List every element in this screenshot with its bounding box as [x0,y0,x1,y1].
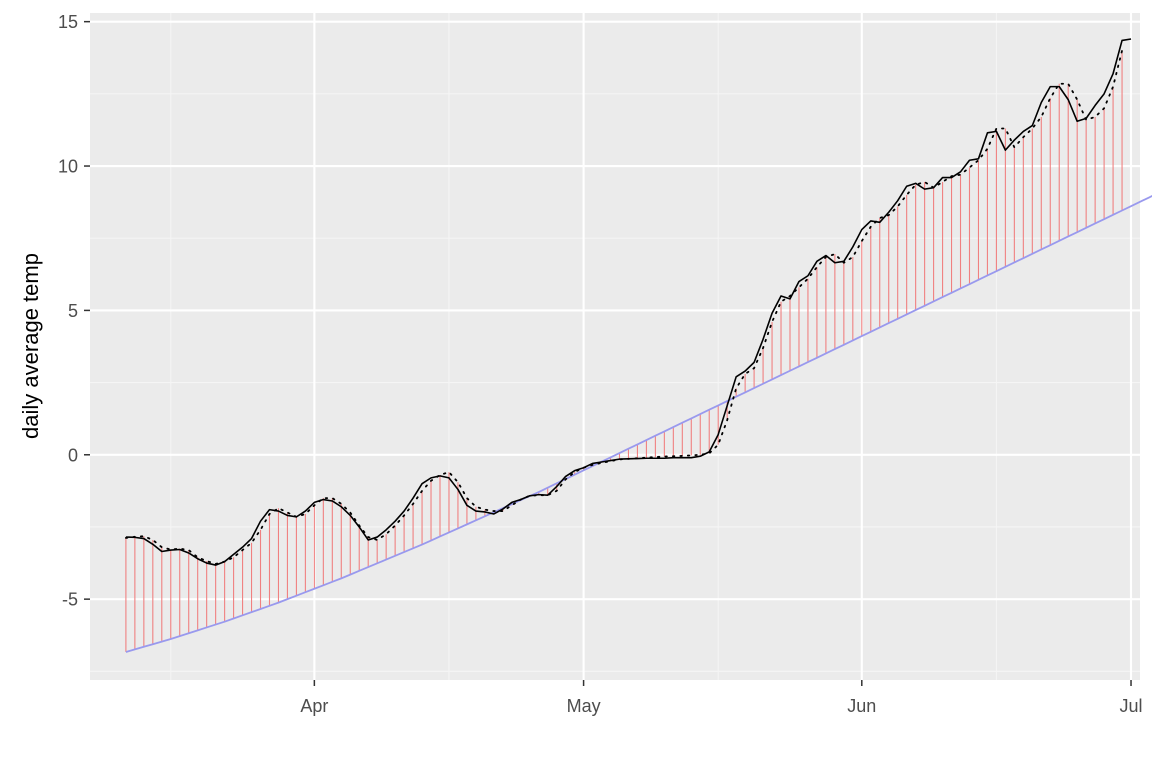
series-line-baseline [125,195,1152,653]
y-tick-label: 10 [58,157,78,177]
plot-panel [90,13,1140,680]
y-tick-label: 0 [68,445,78,465]
x-tick-label: Jun [847,696,876,716]
y-axis-title: daily average temp [18,253,43,439]
x-tick-label: May [567,696,601,716]
y-axis: -5 0 5 10 15 [58,12,90,610]
difference-segments [125,50,1123,652]
series-lines [125,38,1152,653]
grid-major [90,13,1140,680]
y-tick-label: 15 [58,12,78,32]
series-line-solid [125,38,1132,566]
grid-minor [90,13,1140,680]
y-tick-label: 5 [68,301,78,321]
x-axis: Apr May Jun Jul [300,680,1143,716]
x-tick-label: Jul [1120,696,1143,716]
x-tick-label: Apr [300,696,328,716]
y-tick-label: -5 [62,590,78,610]
